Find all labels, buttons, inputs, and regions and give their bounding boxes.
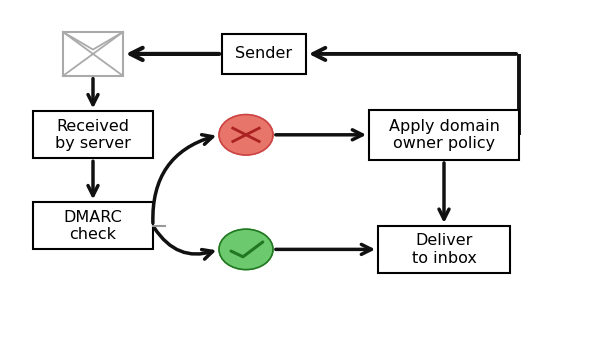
Ellipse shape (219, 229, 273, 270)
FancyBboxPatch shape (33, 111, 153, 158)
Text: DMARC
check: DMARC check (64, 210, 122, 242)
FancyBboxPatch shape (378, 226, 510, 273)
Text: Received
by server: Received by server (55, 119, 131, 151)
FancyBboxPatch shape (33, 202, 153, 249)
Text: Sender: Sender (235, 47, 293, 61)
FancyBboxPatch shape (63, 32, 123, 76)
Text: Apply domain
owner policy: Apply domain owner policy (389, 119, 499, 151)
FancyBboxPatch shape (369, 110, 519, 160)
FancyBboxPatch shape (222, 34, 306, 74)
Ellipse shape (219, 115, 273, 155)
Text: Deliver
to inbox: Deliver to inbox (412, 233, 476, 266)
